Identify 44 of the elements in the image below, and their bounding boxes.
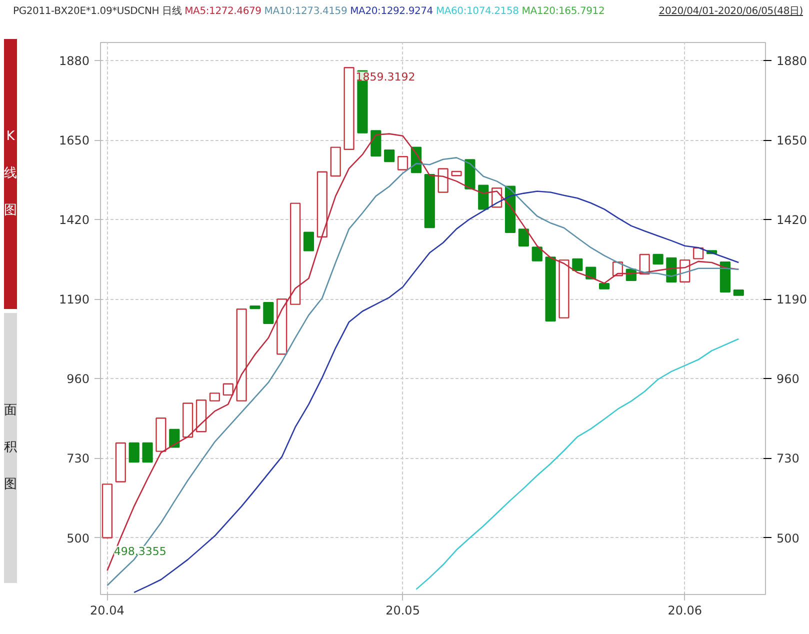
text: MA60:1074.2158 [436, 6, 519, 17]
y2-tick-label: 1190 [776, 292, 808, 307]
y2-tick-label: 500 [776, 531, 800, 546]
y2-tick-label: 1420 [776, 213, 808, 228]
text: MA20:1292.9274 [350, 6, 433, 17]
candlestick [169, 428, 180, 448]
y2-tick-label: 1880 [776, 54, 808, 68]
candlestick [478, 184, 489, 210]
text: K线图 [4, 128, 17, 218]
candlestick [572, 258, 583, 272]
text: 2020/04/01-2020/06/05(48日) [658, 5, 803, 19]
line-series [416, 338, 740, 590]
text: MA5:1272.4679 [184, 6, 262, 17]
x-tick-label: 20.05 [386, 604, 420, 618]
text: 面积图 [4, 402, 17, 492]
annotation: 1859.3192 [356, 70, 416, 84]
candlestick [532, 246, 542, 262]
candlestick [128, 442, 140, 463]
y-tick-label: 1880 [58, 54, 90, 68]
annotation: 498.3355 [114, 544, 166, 558]
text: MA10:1273.4159 [264, 6, 348, 17]
y-tick-label: 1190 [58, 292, 90, 307]
candlestick [652, 254, 664, 264]
y-tick-label: 1420 [58, 213, 90, 228]
x-tick-label: 20.06 [668, 604, 702, 618]
candlestick [397, 156, 408, 170]
x-tick-label: 20.04 [90, 604, 124, 618]
candlestick [263, 302, 274, 324]
candlestick [142, 442, 153, 463]
candlestick [222, 383, 234, 396]
candlestick [518, 228, 529, 246]
y2-tick-label: 1650 [776, 134, 808, 148]
y2-tick-label: 960 [776, 372, 800, 386]
y-tick-label: 500 [66, 531, 90, 546]
y-tick-label: 1650 [58, 134, 90, 148]
candlestick [303, 232, 314, 252]
candlestick [384, 149, 395, 162]
candlestick [438, 168, 448, 193]
y-tick-label: 960 [66, 372, 90, 386]
candlestick [639, 254, 650, 274]
y2-tick-label: 730 [776, 452, 800, 466]
y-tick-label: 730 [66, 452, 90, 466]
chart-title: PG2011-BX20E*1.09*USDCNH 日线 [13, 6, 182, 17]
text: MA120:165.7912 [522, 6, 605, 17]
